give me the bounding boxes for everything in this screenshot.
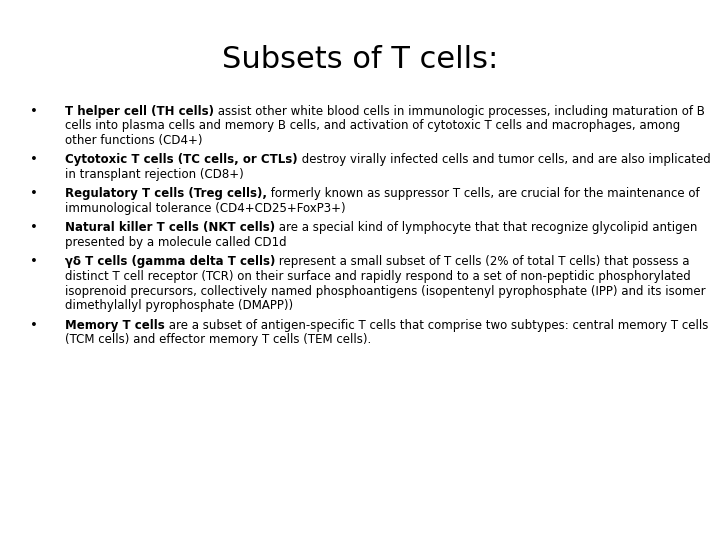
Text: cells into plasma cells and memory B cells, and activation of cytotoxic T cells : cells into plasma cells and memory B cel… bbox=[65, 119, 680, 132]
Text: assist other white blood cells in immunologic processes, including maturation of: assist other white blood cells in immuno… bbox=[214, 105, 705, 118]
Text: in transplant rejection (CD8+): in transplant rejection (CD8+) bbox=[65, 168, 244, 181]
Text: formerly known as suppressor T cells, are crucial for the maintenance of: formerly known as suppressor T cells, ar… bbox=[267, 187, 700, 200]
Text: Memory T cells: Memory T cells bbox=[65, 319, 165, 332]
Text: •: • bbox=[30, 105, 38, 118]
Text: Natural killer T cells (NKT cells): Natural killer T cells (NKT cells) bbox=[65, 221, 275, 234]
Text: represent a small subset of T cells (2% of total T cells) that possess a: represent a small subset of T cells (2% … bbox=[275, 255, 690, 268]
Text: •: • bbox=[30, 319, 38, 332]
Text: γδ T cells (gamma delta T cells): γδ T cells (gamma delta T cells) bbox=[65, 255, 275, 268]
Text: Subsets of T cells:: Subsets of T cells: bbox=[222, 45, 498, 74]
Text: •: • bbox=[30, 153, 38, 166]
Text: (TCM cells) and effector memory T cells (TEM cells).: (TCM cells) and effector memory T cells … bbox=[65, 333, 372, 346]
Text: dimethylallyl pyrophosphate (DMAPP)): dimethylallyl pyrophosphate (DMAPP)) bbox=[65, 299, 293, 312]
Text: are a special kind of lymphocyte that that recognize glycolipid antigen: are a special kind of lymphocyte that th… bbox=[275, 221, 698, 234]
Text: isoprenoid precursors, collectively named phosphoantigens (isopentenyl pyrophosp: isoprenoid precursors, collectively name… bbox=[65, 285, 706, 298]
Text: •: • bbox=[30, 255, 38, 268]
Text: •: • bbox=[30, 221, 38, 234]
Text: immunological tolerance (CD4+CD25+FoxP3+): immunological tolerance (CD4+CD25+FoxP3+… bbox=[65, 202, 346, 215]
Text: Regulatory T cells (Treg cells),: Regulatory T cells (Treg cells), bbox=[65, 187, 267, 200]
Text: distinct T cell receptor (TCR) on their surface and rapidly respond to a set of : distinct T cell receptor (TCR) on their … bbox=[65, 270, 690, 283]
Text: T helper cell (TH cells): T helper cell (TH cells) bbox=[65, 105, 214, 118]
Text: other functions (CD4+): other functions (CD4+) bbox=[65, 134, 202, 147]
Text: •: • bbox=[30, 187, 38, 200]
Text: destroy virally infected cells and tumor cells, and are also implicated: destroy virally infected cells and tumor… bbox=[297, 153, 711, 166]
Text: are a subset of antigen-specific T cells that comprise two subtypes: central mem: are a subset of antigen-specific T cells… bbox=[165, 319, 708, 332]
Text: Cytotoxic T cells (TC cells, or CTLs): Cytotoxic T cells (TC cells, or CTLs) bbox=[65, 153, 297, 166]
Text: presented by a molecule called CD1d: presented by a molecule called CD1d bbox=[65, 236, 287, 249]
